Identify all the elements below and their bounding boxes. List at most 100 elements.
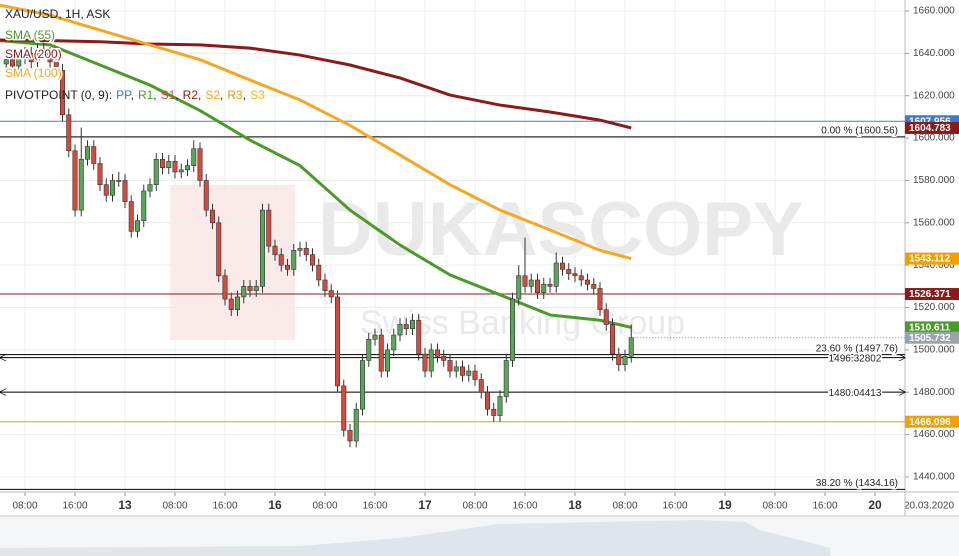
x-tick-label: 16:00 <box>212 501 237 512</box>
candle-body <box>72 150 78 211</box>
watermark-logo <box>170 185 295 340</box>
candle-body <box>278 254 284 266</box>
candle-body <box>434 349 440 357</box>
candle-body <box>41 48 47 54</box>
candle-body <box>566 269 572 274</box>
sma-line <box>0 38 632 130</box>
candle-body <box>216 222 222 277</box>
candle-body <box>397 324 403 336</box>
candle-body <box>466 370 472 376</box>
candle-body <box>391 334 397 351</box>
candle-body <box>591 283 597 289</box>
candle-body <box>59 70 65 116</box>
x-tick-label: 17 <box>418 498 432 512</box>
candle-body <box>422 353 428 372</box>
candle-body <box>547 283 553 287</box>
legend-entry: SMA (55) <box>5 28 55 42</box>
candle-body <box>328 290 334 298</box>
candle-body <box>10 59 16 67</box>
navigator-area <box>0 520 830 556</box>
candle-body <box>478 379 484 393</box>
price-tag-label: 1604.783 <box>909 123 951 134</box>
candle-body <box>110 180 116 196</box>
price-tag <box>905 415 959 428</box>
y-tick-label: 1560.000 <box>913 217 955 228</box>
sma-line <box>0 39 632 329</box>
candle-body <box>534 279 540 294</box>
candle-body <box>222 275 228 300</box>
sma-line <box>0 3 632 261</box>
candle-body <box>166 161 172 169</box>
legend-entry: SMA (100) <box>5 66 62 80</box>
pivot-item: S3 <box>250 88 265 102</box>
candle-body <box>241 286 247 298</box>
candle-body <box>85 146 91 160</box>
level-label: 23.60 % (1497.76) <box>816 343 898 354</box>
pivot-item: PP <box>116 88 132 102</box>
x-tick-label: 08:00 <box>12 501 37 512</box>
candle-body <box>509 298 515 361</box>
y-tick-label: 1620.000 <box>913 90 955 101</box>
x-tick-label: 08:00 <box>612 501 637 512</box>
candle-body <box>409 319 415 330</box>
candle-body <box>197 148 203 181</box>
candle-body <box>47 53 53 63</box>
y-tick-label: 1440.000 <box>913 472 955 483</box>
candle-body <box>384 349 390 372</box>
candle-body <box>191 148 197 166</box>
x-tick-label: 16:00 <box>662 501 687 512</box>
candle-body <box>541 283 547 294</box>
y-tick-label: 1580.000 <box>913 175 955 186</box>
pivot-item: R2 <box>183 88 199 102</box>
legend-entry: SMA (200) <box>5 47 62 61</box>
price-tag <box>905 121 959 134</box>
y-tick-label: 1640.000 <box>913 48 955 59</box>
price-tag <box>905 288 959 301</box>
candle-body <box>116 180 122 182</box>
x-tick-label: 16:00 <box>512 501 537 512</box>
candle-body <box>428 349 434 372</box>
candle-body <box>91 146 97 164</box>
candle-body <box>516 275 522 300</box>
price-tag-label: 1466.096 <box>909 417 951 428</box>
y-tick-label: 1500.000 <box>913 345 955 356</box>
pivot-label: PIVOTPOINT (0, 9): <box>5 88 112 102</box>
x-tick-label: 13 <box>118 498 132 512</box>
candle-body <box>247 286 253 291</box>
candle-body <box>172 161 178 173</box>
price-tag <box>905 252 959 265</box>
pivot-separator: , <box>153 88 156 102</box>
y-tick-label: 1660.000 <box>913 6 955 17</box>
candle-body <box>66 114 72 152</box>
price-tag-label: 1510.611 <box>909 323 951 334</box>
x-tick-label: 18 <box>568 498 582 512</box>
candle-body <box>103 184 109 196</box>
price-tag-label: 1526.371 <box>909 289 951 300</box>
candle-body <box>334 296 340 387</box>
x-tick-label: 08:00 <box>462 501 487 512</box>
candle-body <box>616 353 622 366</box>
candle-body <box>359 360 365 410</box>
candle-body <box>553 262 559 287</box>
pivot-separator: , <box>175 88 178 102</box>
candle-body <box>235 296 241 310</box>
candle-body <box>353 408 359 442</box>
pivot-item: S1 <box>161 88 176 102</box>
pivot-item: S2 <box>205 88 220 102</box>
candle-body <box>228 298 234 310</box>
candle-body <box>303 247 309 255</box>
candle-body <box>297 247 303 251</box>
candle-body <box>403 324 409 330</box>
candle-body <box>453 366 459 372</box>
price-tag-label: 1505.732 <box>909 333 951 344</box>
x-tick-label: 20 <box>868 498 882 512</box>
candle-body <box>284 264 290 270</box>
candle-body <box>153 158 159 185</box>
candle-body <box>16 57 22 67</box>
candle-body <box>322 279 328 291</box>
pivot-item: R1 <box>138 88 154 102</box>
y-tick-label: 1540.000 <box>913 260 955 271</box>
candle-body <box>122 180 128 202</box>
candle-body <box>441 355 447 361</box>
